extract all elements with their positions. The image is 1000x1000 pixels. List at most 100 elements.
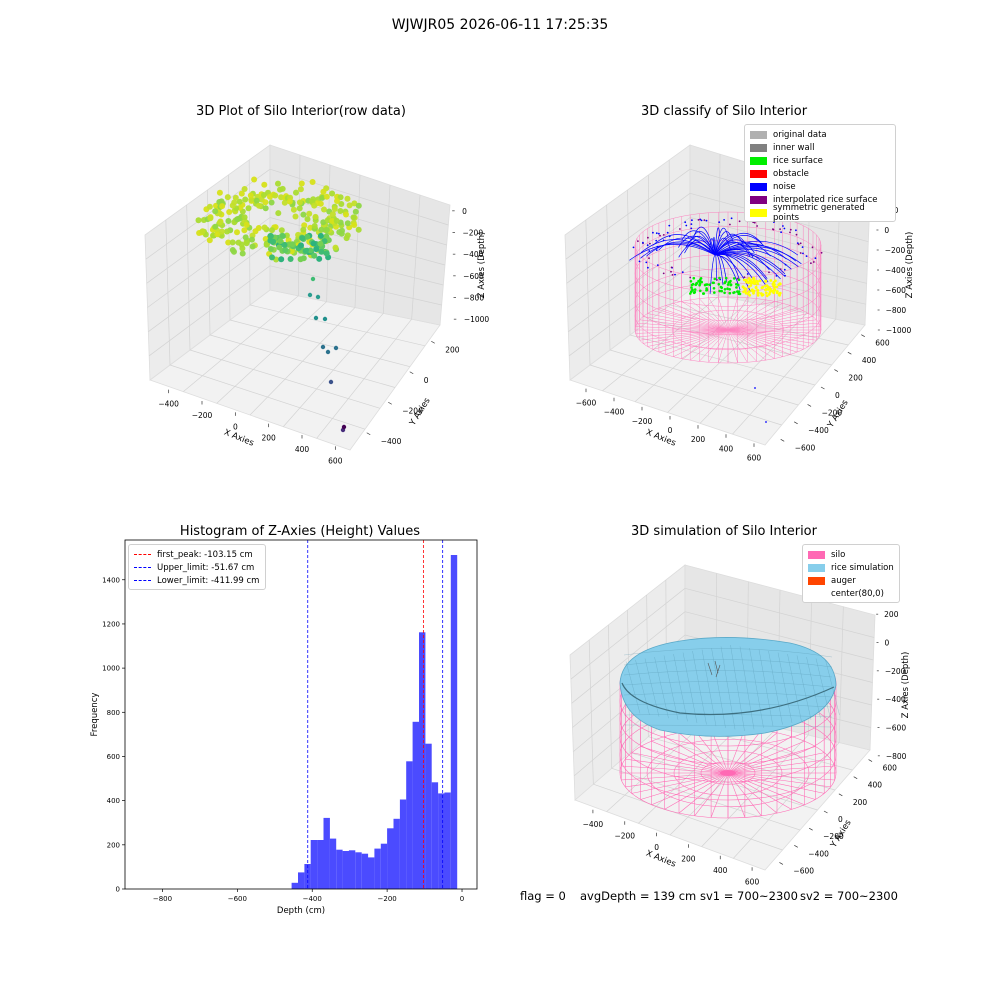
raw-point	[218, 228, 225, 235]
raw-x-tick-label: 0	[233, 422, 238, 431]
legend-label: interpolated rice surface	[773, 194, 878, 205]
cls-rice-point	[737, 290, 741, 293]
raw-point	[317, 200, 324, 207]
cls-scattered-points	[632, 217, 823, 281]
histogram-legend: first_peak: -103.15 cm Upper_limit: -51.6…	[128, 544, 266, 590]
histogram-chart: −800 −600 −400 −200 0 0 200 400 600 800 1000 1200 14…	[90, 539, 478, 916]
sim-y-tick-label: −400	[808, 849, 829, 858]
raw-point	[263, 241, 270, 248]
raw-point	[253, 197, 260, 204]
raw-point	[275, 210, 282, 217]
cls-y-tick-label: 0	[835, 391, 840, 400]
sim-x-tick-label: −400	[583, 820, 604, 829]
cls-z-tick-label: 0	[884, 226, 889, 235]
raw-point	[207, 215, 214, 222]
raw-point	[225, 239, 232, 246]
raw-point	[333, 345, 339, 351]
cls-rice-point	[728, 288, 731, 291]
histogram-bar	[425, 743, 432, 889]
cls-rice-point	[702, 292, 705, 295]
cls-symmetric-point	[765, 287, 769, 291]
histogram-y-tick-label: 200	[107, 841, 120, 849]
raw-x-axis-label: X Axies	[222, 428, 255, 449]
histogram-bar	[399, 799, 407, 889]
histogram-bar	[438, 793, 445, 889]
legend-label: rice surface	[773, 155, 823, 166]
cls-rice-point	[737, 278, 741, 282]
sim-y-tick-mark	[838, 793, 843, 797]
cls-symmetric-point	[753, 282, 756, 286]
cls-rice-point	[713, 277, 717, 281]
histogram-x-tick-label: −800	[153, 895, 172, 903]
raw-point	[242, 196, 249, 203]
legend-label: center(80,0)	[831, 588, 884, 599]
raw-point	[337, 194, 344, 201]
raw-point	[337, 208, 344, 214]
raw-point	[289, 241, 296, 248]
raw-point	[241, 227, 248, 234]
sim-x-tick-label: 200	[681, 854, 696, 863]
raw-point	[318, 248, 325, 255]
raw-point	[325, 349, 331, 355]
legend-swatch	[750, 130, 767, 139]
cls-rice-point	[705, 287, 708, 290]
cls-symmetric-point	[744, 289, 747, 292]
legend-label: rice simulation	[831, 562, 894, 573]
histogram-bar	[419, 632, 426, 889]
raw-z-tick-label: −600	[463, 272, 484, 281]
sim-y-tick-mark	[823, 810, 828, 814]
raw-y-tick-mark	[388, 401, 392, 405]
classify-panel-title: 3D classify of Silo Interior	[640, 104, 808, 119]
raw-point	[304, 233, 311, 240]
raw-3d-plot: −400 −200 0 200 400 600 −400 −200 0 200 0 −200 −400 −…	[144, 144, 489, 465]
cls-rice-point	[737, 283, 740, 287]
raw-point	[319, 194, 326, 201]
cls-symmetric-point	[764, 284, 767, 288]
cls-rice-point	[694, 283, 698, 287]
histogram-y-axis-label: Frequency	[90, 693, 100, 737]
raw-point	[323, 250, 330, 257]
sv1-text: sv1 = 700~2300	[700, 889, 798, 903]
raw-x-tick-label: 400	[295, 445, 310, 454]
cls-x-tick-label: −400	[604, 408, 625, 417]
raw-point	[297, 186, 304, 193]
histogram-bar	[368, 857, 375, 889]
cls-symmetric-point	[760, 293, 764, 297]
legend-line	[134, 567, 151, 568]
raw-point	[261, 181, 268, 188]
histogram-bar	[329, 838, 337, 889]
legend-label: auger	[831, 575, 856, 586]
cls-rice-point	[735, 283, 738, 286]
legend-label: noise	[773, 181, 796, 192]
cls-rice-point	[724, 276, 728, 280]
raw-point	[243, 221, 250, 228]
raw-point	[296, 205, 303, 212]
histogram-bar	[393, 818, 400, 889]
raw-point-cloud	[195, 176, 362, 433]
histogram-y-tick-label: 1200	[102, 620, 120, 628]
legend-item: silo	[808, 548, 894, 561]
raw-point	[300, 211, 307, 218]
cls-rice-point	[726, 287, 729, 290]
raw-point	[290, 206, 297, 213]
legend-item: Upper_limit: -51.67 cm	[134, 561, 260, 574]
raw-point	[301, 222, 308, 229]
raw-point	[300, 226, 307, 233]
raw-point	[272, 192, 279, 199]
legend-label: inner wall	[773, 142, 815, 153]
legend-item: noise	[750, 180, 890, 193]
raw-point	[321, 206, 327, 213]
cls-y-tick-mark	[780, 438, 785, 442]
cls-symmetric-point	[742, 278, 746, 282]
raw-point	[351, 222, 358, 228]
histogram-bars	[291, 555, 458, 889]
cls-y-tick-mark	[834, 369, 839, 372]
sim-y-tick-mark	[779, 862, 784, 865]
raw-z-tick-label: −200	[463, 229, 484, 238]
legend-label: obstacle	[773, 168, 809, 179]
raw-point	[229, 239, 236, 246]
raw-point	[232, 194, 239, 201]
sim-z-axis-label: Z Axies (Depth)	[901, 652, 911, 719]
raw-point	[296, 199, 303, 206]
histogram-bar	[355, 852, 362, 889]
